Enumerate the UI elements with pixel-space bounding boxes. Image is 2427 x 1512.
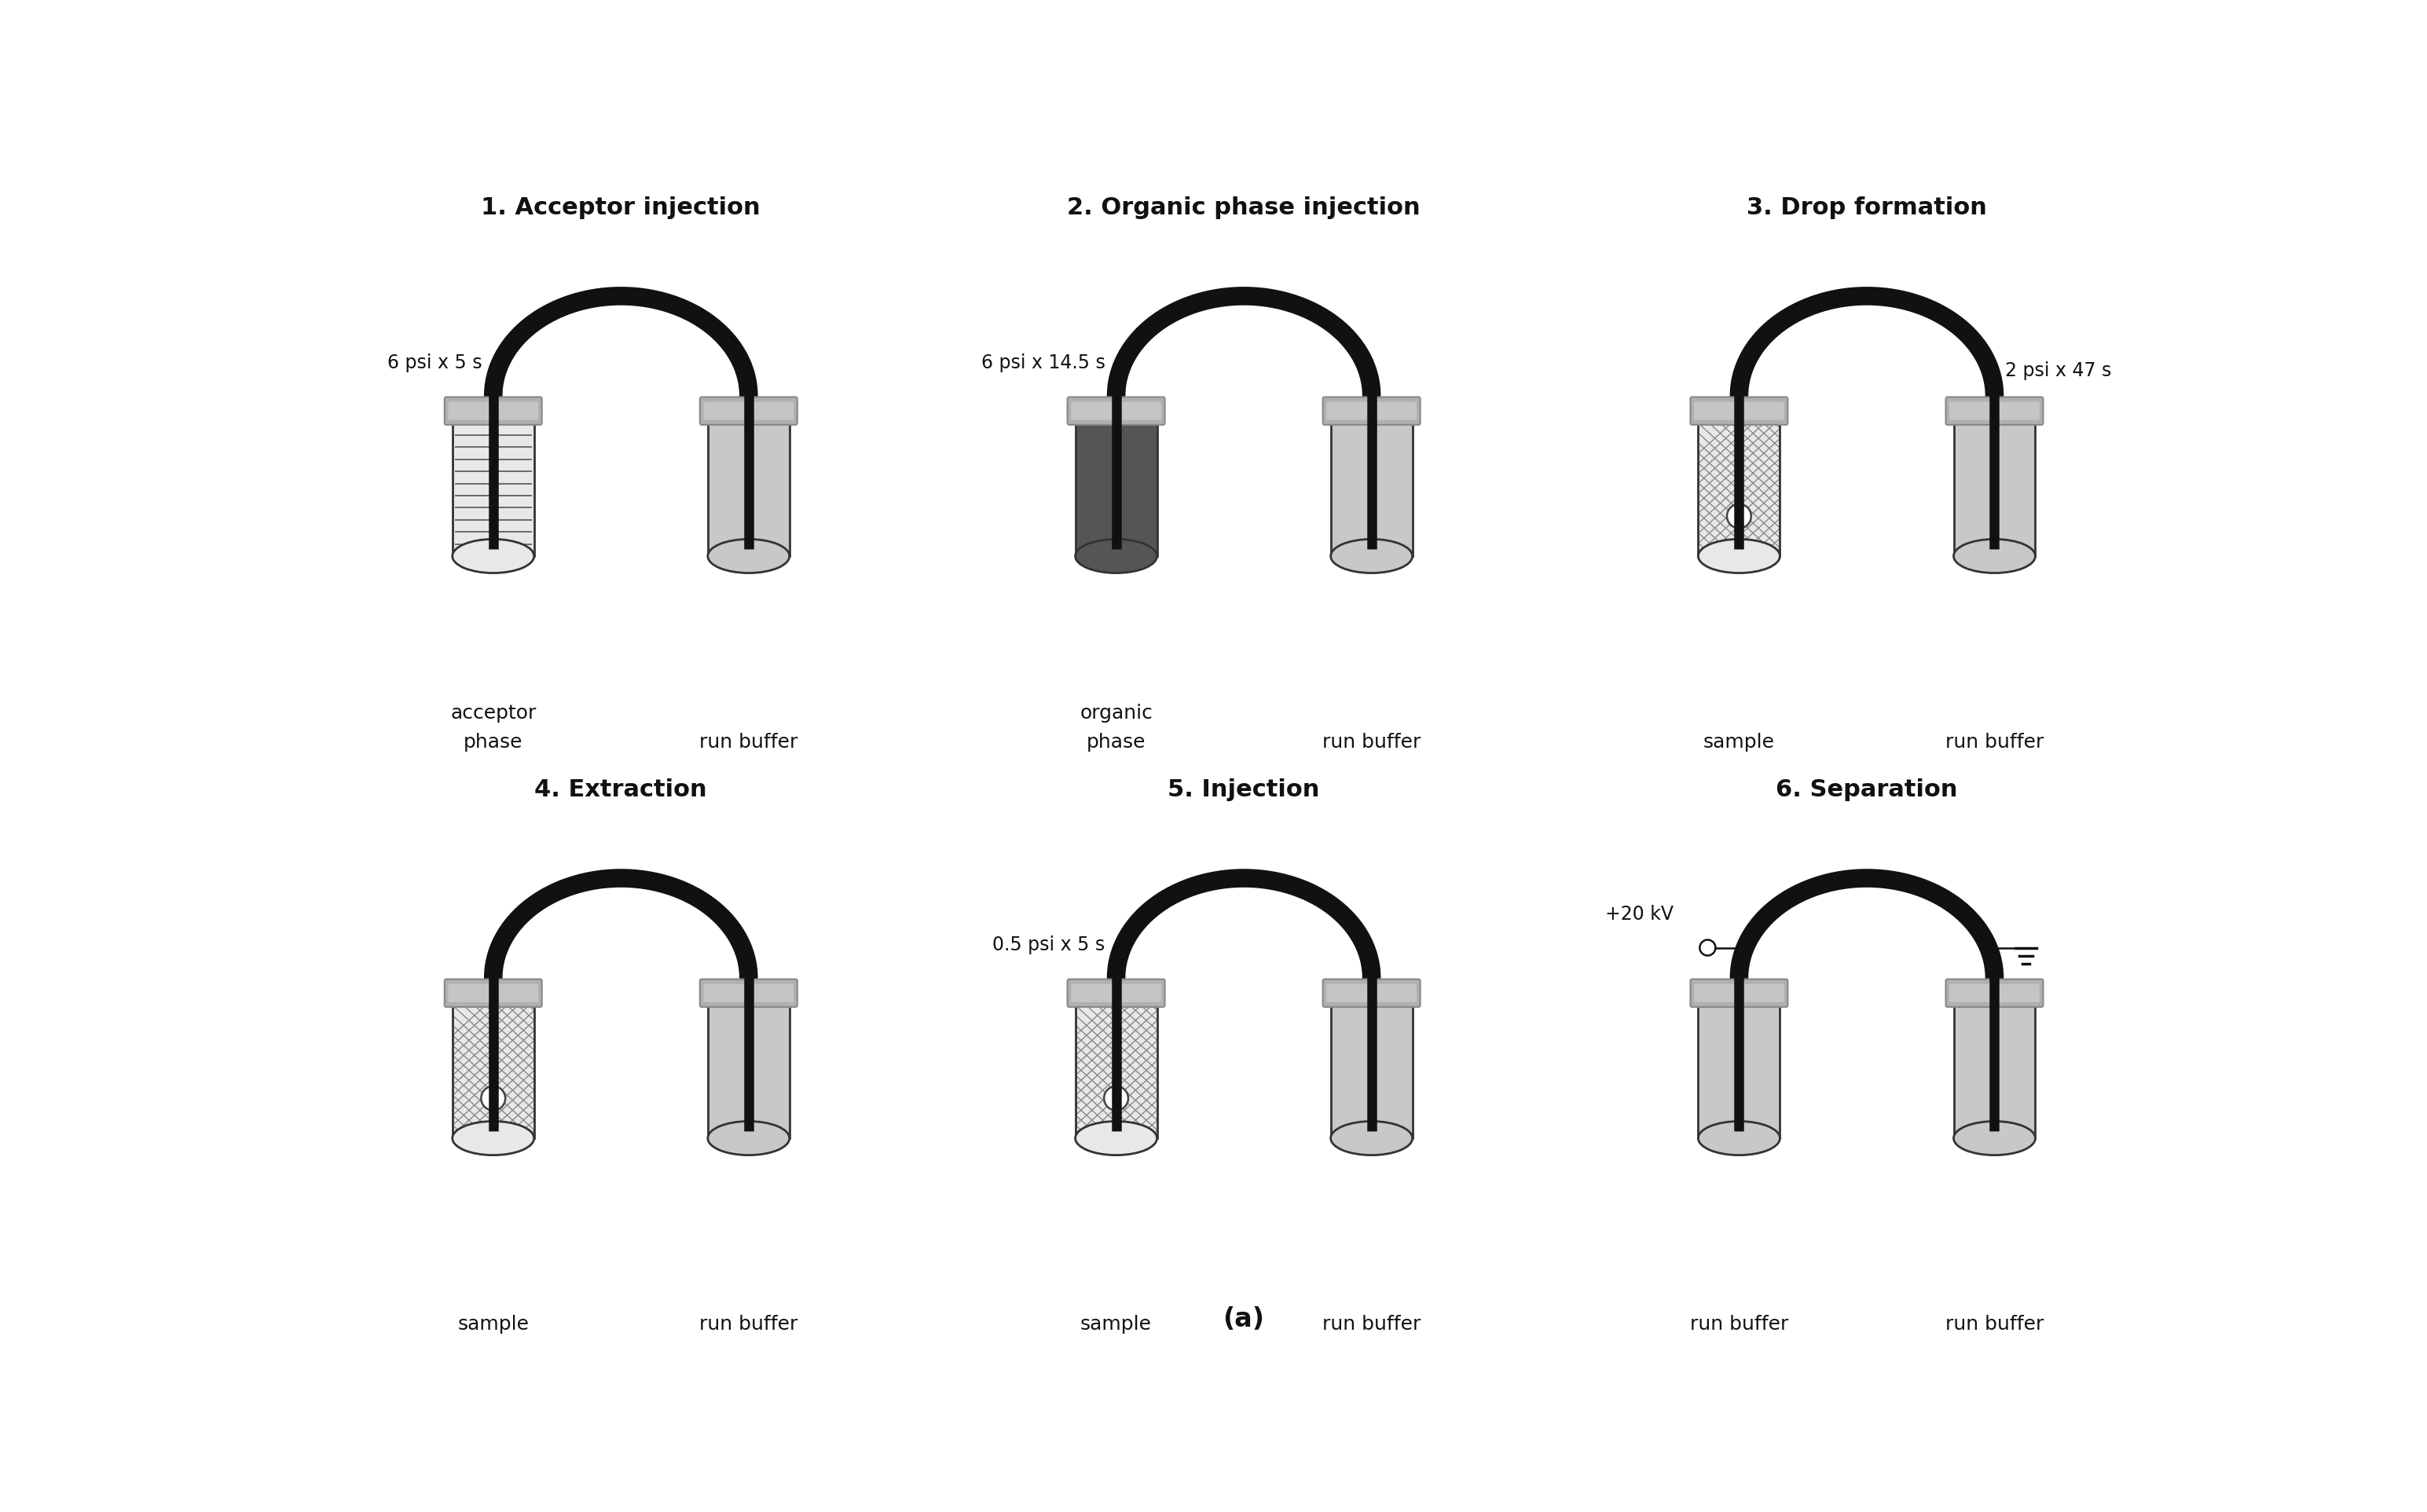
Text: sample: sample (456, 1315, 529, 1334)
FancyBboxPatch shape (1068, 980, 1165, 1007)
Bar (1075, 423, 1158, 556)
Bar (451, 423, 534, 556)
FancyBboxPatch shape (1070, 984, 1160, 1002)
Bar (451, 1005, 534, 1139)
Bar (709, 1005, 789, 1139)
Text: 2 psi x 47 s: 2 psi x 47 s (2005, 361, 2111, 380)
Ellipse shape (1728, 503, 1752, 528)
FancyBboxPatch shape (449, 402, 539, 420)
Bar (1075, 1005, 1158, 1139)
FancyBboxPatch shape (1946, 398, 2044, 425)
Text: organic: organic (1080, 703, 1153, 723)
Bar (451, 423, 534, 556)
FancyBboxPatch shape (1694, 984, 1784, 1002)
FancyBboxPatch shape (1949, 984, 2039, 1002)
Ellipse shape (451, 540, 534, 573)
Text: run buffer: run buffer (699, 1315, 798, 1334)
Bar (709, 423, 789, 556)
Text: 2. Organic phase injection: 2. Organic phase injection (1068, 197, 1420, 219)
Bar (1699, 423, 1779, 556)
Bar (1699, 423, 1779, 556)
Ellipse shape (1699, 940, 1716, 956)
FancyBboxPatch shape (1328, 984, 1417, 1002)
Text: acceptor: acceptor (451, 703, 536, 723)
Ellipse shape (709, 1122, 789, 1155)
FancyBboxPatch shape (704, 402, 794, 420)
Text: sample: sample (1704, 733, 1774, 751)
FancyBboxPatch shape (1689, 398, 1789, 425)
Ellipse shape (1699, 1122, 1779, 1155)
Text: 6 psi x 5 s: 6 psi x 5 s (388, 354, 483, 372)
Ellipse shape (1075, 540, 1158, 573)
Bar (1954, 423, 2036, 556)
Text: 6 psi x 14.5 s: 6 psi x 14.5 s (981, 354, 1104, 372)
Bar (1330, 423, 1413, 556)
Bar (1699, 1005, 1779, 1139)
FancyBboxPatch shape (1068, 398, 1165, 425)
Text: 0.5 psi x 5 s: 0.5 psi x 5 s (993, 936, 1104, 954)
Ellipse shape (1104, 1086, 1129, 1110)
Ellipse shape (1075, 1122, 1158, 1155)
Text: (a): (a) (1223, 1306, 1264, 1332)
FancyBboxPatch shape (449, 984, 539, 1002)
Bar (1075, 423, 1158, 556)
FancyBboxPatch shape (1946, 980, 2044, 1007)
Text: run buffer: run buffer (1323, 733, 1420, 751)
FancyBboxPatch shape (444, 980, 541, 1007)
Text: 4. Extraction: 4. Extraction (534, 779, 706, 801)
Text: run buffer: run buffer (1944, 1315, 2044, 1334)
Bar (1699, 1005, 1779, 1139)
FancyBboxPatch shape (1323, 398, 1420, 425)
Bar (709, 1005, 789, 1139)
Bar (1954, 1005, 2036, 1139)
Bar (1954, 1005, 2036, 1139)
Bar (1330, 423, 1413, 556)
FancyBboxPatch shape (1694, 402, 1784, 420)
Bar (1075, 1005, 1158, 1139)
FancyBboxPatch shape (1323, 980, 1420, 1007)
Text: phase: phase (1087, 733, 1146, 751)
Ellipse shape (1330, 1122, 1413, 1155)
Bar (1954, 423, 2036, 556)
Text: run buffer: run buffer (1323, 1315, 1420, 1334)
FancyBboxPatch shape (1328, 402, 1417, 420)
Text: 1. Acceptor injection: 1. Acceptor injection (481, 197, 760, 219)
Text: sample: sample (1080, 1315, 1153, 1334)
Text: run buffer: run buffer (699, 733, 798, 751)
FancyBboxPatch shape (1949, 402, 2039, 420)
Text: 6. Separation: 6. Separation (1777, 779, 1959, 801)
Text: +20 kV: +20 kV (1604, 906, 1675, 924)
Ellipse shape (1954, 540, 2036, 573)
Text: run buffer: run buffer (1944, 733, 2044, 751)
Ellipse shape (481, 1086, 505, 1110)
Bar (709, 423, 789, 556)
Bar (1075, 1005, 1158, 1139)
Bar (1699, 423, 1779, 556)
FancyBboxPatch shape (704, 984, 794, 1002)
Text: 5. Injection: 5. Injection (1167, 779, 1320, 801)
FancyBboxPatch shape (1689, 980, 1789, 1007)
Text: phase: phase (464, 733, 522, 751)
Ellipse shape (1954, 1122, 2036, 1155)
Ellipse shape (709, 540, 789, 573)
Ellipse shape (451, 1122, 534, 1155)
FancyBboxPatch shape (444, 398, 541, 425)
Bar (1330, 1005, 1413, 1139)
Bar (451, 1005, 534, 1139)
Bar (451, 1005, 534, 1139)
Ellipse shape (1330, 540, 1413, 573)
FancyBboxPatch shape (699, 398, 798, 425)
Ellipse shape (1699, 540, 1779, 573)
FancyBboxPatch shape (699, 980, 798, 1007)
Text: run buffer: run buffer (1689, 1315, 1789, 1334)
Bar (1330, 1005, 1413, 1139)
FancyBboxPatch shape (1070, 402, 1160, 420)
Text: 3. Drop formation: 3. Drop formation (1747, 197, 1988, 219)
